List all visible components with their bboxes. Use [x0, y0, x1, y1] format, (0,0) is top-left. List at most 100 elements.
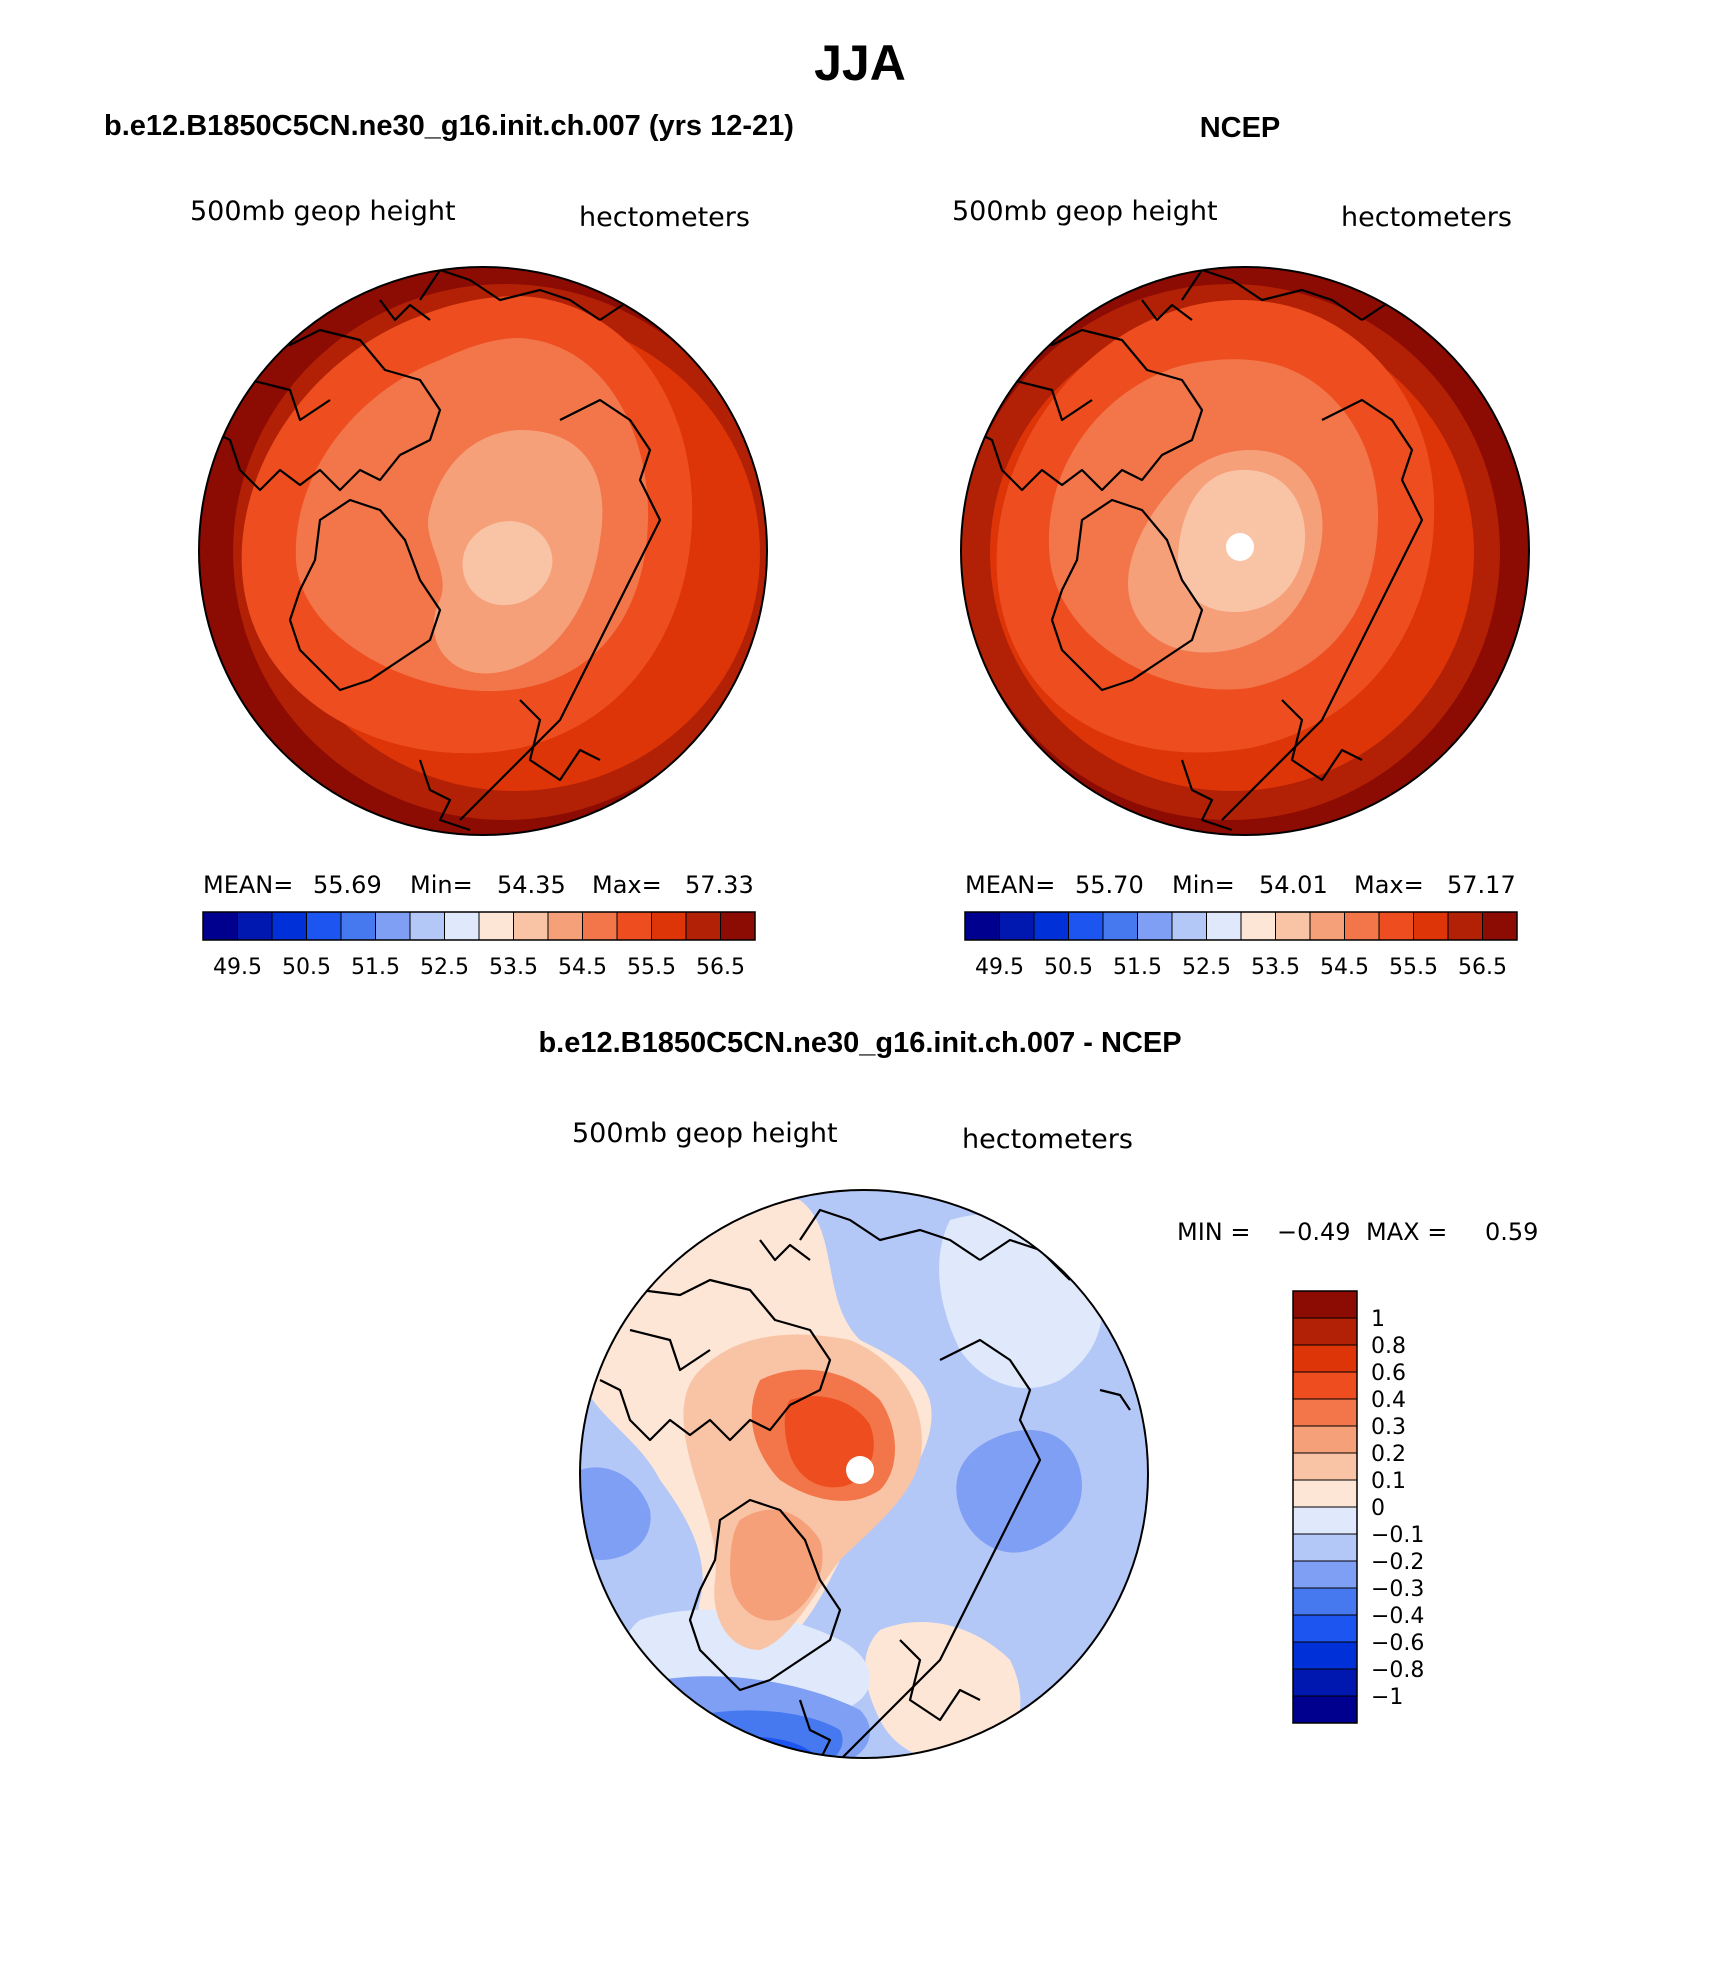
colorbar-tick-label: 0.8 [1371, 1334, 1406, 1359]
colorbar-swatch [1275, 911, 1311, 941]
colorbar-swatch [616, 911, 652, 941]
colorbar-tick-label: 53.5 [489, 955, 538, 980]
diff-band-positive-scandinavia [865, 1622, 1021, 1758]
panel-model-max-value: 57.33 [685, 871, 754, 899]
panel-model-min-value: 54.35 [497, 871, 566, 899]
colorbar-swatch [1033, 911, 1069, 941]
colorbar-swatch [409, 911, 445, 941]
panel-model-colorbar: 49.5 50.5 51.5 52.5 53.5 54.5 55.5 56.5 [202, 911, 756, 980]
colorbar-swatch [582, 911, 618, 941]
colorbar-tick-label: 56.5 [696, 955, 745, 980]
colorbar-swatch [1171, 911, 1207, 941]
coastlines [599, 1208, 1131, 1758]
diff-band-greenland-02 [730, 1509, 823, 1621]
panel-difference-pole-missing [846, 1456, 874, 1484]
panel-difference-case-title: b.e12.B1850C5CN.ne30_g16.init.ch.007 - N… [538, 1027, 1181, 1059]
colorbar-swatch [1292, 1587, 1358, 1616]
colorbar-swatch [306, 911, 342, 941]
colorbar-tick-label: 50.5 [282, 955, 331, 980]
colorbar-swatch [271, 911, 307, 941]
colorbar-swatch [1292, 1425, 1358, 1454]
colorbar-swatch [1292, 1290, 1358, 1319]
colorbar-tick-label: −0.2 [1371, 1550, 1424, 1575]
panel-difference-colorbar: 10.80.60.40.30.20.10−0.1−0.2−0.3−0.4−0.6… [1292, 1290, 1424, 1724]
colorbar-swatch [1292, 1641, 1358, 1670]
colorbar-frame [1292, 1290, 1358, 1724]
colorbar-swatch [1482, 911, 1518, 941]
colorbar-swatch [651, 911, 687, 941]
panel-difference-min-label: MIN = [1177, 1218, 1250, 1246]
colorbar-tick-label: 49.5 [975, 955, 1024, 980]
figure-title: JJA [814, 35, 906, 91]
colorbar-tick-label: 0.4 [1371, 1388, 1406, 1413]
colorbar-tick-label: 0.2 [1371, 1442, 1406, 1467]
colorbar-swatch [1292, 1452, 1358, 1481]
colorbar-swatch [685, 911, 721, 941]
colorbar-tick-label: −0.1 [1371, 1523, 1424, 1548]
field-band-53p5 [462, 521, 553, 606]
colorbar-tick-label: −0.8 [1371, 1658, 1424, 1683]
panel-ncep-map [961, 267, 1529, 835]
colorbar-swatch [1102, 911, 1138, 941]
panel-difference-map-border [579, 1189, 1149, 1759]
panel-ncep-pole-missing [1226, 533, 1254, 561]
colorbar-swatch [1292, 1506, 1358, 1535]
colorbar-swatch [1344, 911, 1380, 941]
colorbar-swatch [1292, 1668, 1358, 1697]
panel-ncep-units-label: hectometers [1341, 202, 1512, 233]
panel-ncep-min-label: Min= [1172, 871, 1235, 899]
panel-difference-min-value: −0.49 [1277, 1218, 1351, 1246]
colorbar-swatch [1206, 911, 1242, 941]
panel-difference: b.e12.B1850C5CN.ne30_g16.init.ch.007 - N… [538, 1027, 1538, 1759]
colorbar-swatch [1292, 1533, 1358, 1562]
colorbar-swatch [1137, 911, 1173, 941]
colorbar-swatch [1292, 1344, 1358, 1373]
colorbar-swatch [375, 911, 411, 941]
colorbar-swatch [1413, 911, 1449, 941]
colorbar-tick-label: −0.6 [1371, 1631, 1424, 1656]
panel-ncep-max-value: 57.17 [1447, 871, 1516, 899]
panel-ncep-map-border [960, 266, 1530, 836]
colorbar-tick-label: 53.5 [1251, 955, 1300, 980]
colorbar-swatch [999, 911, 1035, 941]
colorbar-tick-label: 55.5 [627, 955, 676, 980]
colorbar-tick-label: 1 [1371, 1307, 1385, 1332]
colorbar-tick-label: −1 [1371, 1685, 1403, 1710]
colorbar-swatch [1292, 1614, 1358, 1643]
colorbar-swatch [1292, 1398, 1358, 1427]
panel-ncep-max-label: Max= [1354, 871, 1424, 899]
panel-model-max-label: Max= [592, 871, 662, 899]
colorbar-swatch [720, 911, 756, 941]
panel-model-units-label: hectometers [579, 202, 750, 233]
colorbar-swatch [444, 911, 480, 941]
colorbar-swatch [1292, 1317, 1358, 1346]
panel-difference-units-label: hectometers [962, 1124, 1133, 1155]
colorbar-swatch [1447, 911, 1483, 941]
colorbar-swatch [1378, 911, 1414, 941]
panel-difference-variable-label: 500mb geop height [572, 1118, 838, 1149]
colorbar-tick-label: 0.6 [1371, 1361, 1406, 1386]
panel-difference-max-label: MAX = [1366, 1218, 1447, 1246]
colorbar-tick-label: 54.5 [1320, 955, 1369, 980]
colorbar-swatch [1292, 1695, 1358, 1724]
colorbar-tick-label: 54.5 [558, 955, 607, 980]
panel-ncep-variable-label: 500mb geop height [952, 196, 1218, 227]
colorbar-swatch [1309, 911, 1345, 941]
panel-model-map-border [198, 266, 768, 836]
colorbar-swatch [1292, 1560, 1358, 1589]
colorbar-swatch [1068, 911, 1104, 941]
panel-model-case-title: b.e12.B1850C5CN.ne30_g16.init.ch.007 (yr… [104, 110, 794, 142]
panel-model-variable-label: 500mb geop height [190, 196, 456, 227]
colorbar-swatch [513, 911, 549, 941]
panel-model-min-label: Min= [410, 871, 473, 899]
colorbar-swatch [202, 911, 238, 941]
panel-ncep-min-value: 54.01 [1259, 871, 1328, 899]
colorbar-tick-label: 0 [1371, 1496, 1385, 1521]
panel-difference-max-value: 0.59 [1485, 1218, 1538, 1246]
panel-model-mean-label: MEAN= [203, 871, 293, 899]
colorbar-swatch [1240, 911, 1276, 941]
colorbar-swatch [1292, 1479, 1358, 1508]
colorbar-tick-label: 56.5 [1458, 955, 1507, 980]
colorbar-swatch [340, 911, 376, 941]
panel-ncep-case-title: NCEP [1200, 112, 1281, 144]
